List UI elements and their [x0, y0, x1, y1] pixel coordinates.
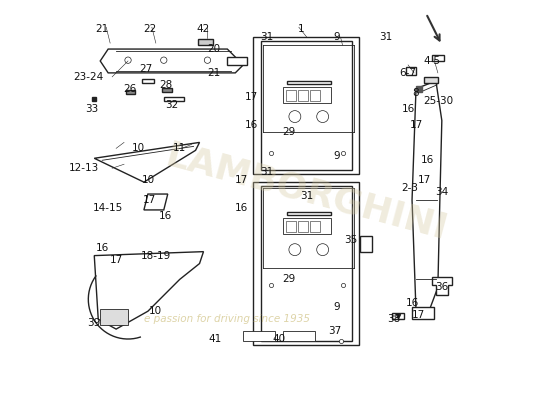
Text: 2-3: 2-3: [402, 183, 419, 193]
Bar: [286, 90, 296, 101]
Text: 34: 34: [435, 187, 448, 197]
Text: 9: 9: [333, 151, 340, 161]
Text: 41: 41: [209, 334, 222, 344]
Circle shape: [125, 57, 131, 63]
Text: 31: 31: [261, 32, 274, 42]
Circle shape: [289, 244, 301, 256]
Circle shape: [317, 244, 329, 256]
Text: 31: 31: [300, 191, 313, 201]
Polygon shape: [197, 39, 213, 45]
Polygon shape: [253, 182, 359, 345]
Text: 16: 16: [235, 203, 248, 213]
Polygon shape: [142, 79, 154, 83]
Text: 25-30: 25-30: [423, 96, 453, 106]
Text: 40: 40: [272, 334, 285, 344]
Polygon shape: [94, 142, 200, 182]
Text: 17: 17: [235, 175, 248, 185]
Text: 32: 32: [165, 100, 178, 110]
Polygon shape: [261, 41, 353, 170]
Text: 27: 27: [139, 64, 152, 74]
Text: 29: 29: [282, 274, 295, 284]
Text: 29: 29: [282, 128, 295, 138]
Circle shape: [204, 57, 211, 63]
Text: 31: 31: [261, 167, 274, 177]
Text: 10: 10: [141, 175, 155, 185]
Bar: [283, 87, 331, 103]
Polygon shape: [432, 278, 452, 295]
Polygon shape: [392, 313, 404, 319]
Bar: [100, 309, 128, 325]
Text: 6-7: 6-7: [399, 68, 416, 78]
Text: 9: 9: [333, 302, 340, 312]
Text: 39: 39: [87, 318, 101, 328]
Polygon shape: [287, 212, 331, 215]
Circle shape: [161, 57, 167, 63]
Text: 16: 16: [245, 120, 258, 130]
Text: 16: 16: [405, 298, 419, 308]
Circle shape: [317, 111, 329, 122]
Bar: [243, 331, 275, 341]
Text: 26: 26: [123, 84, 136, 94]
Text: 28: 28: [159, 80, 172, 90]
Bar: [310, 221, 320, 232]
Text: 17: 17: [245, 92, 258, 102]
Text: 22: 22: [143, 24, 157, 34]
Text: 42: 42: [197, 24, 210, 34]
Text: 12-13: 12-13: [69, 163, 100, 173]
Polygon shape: [144, 194, 168, 210]
Polygon shape: [406, 67, 416, 75]
Text: 33: 33: [86, 104, 99, 114]
Bar: [283, 331, 315, 341]
Text: 17: 17: [409, 120, 422, 130]
Text: 14-15: 14-15: [93, 203, 123, 213]
Polygon shape: [253, 37, 359, 174]
Polygon shape: [126, 90, 135, 94]
Circle shape: [289, 111, 301, 122]
Text: 16: 16: [96, 243, 109, 253]
Text: 10: 10: [149, 306, 162, 316]
Polygon shape: [412, 81, 442, 319]
Text: 31: 31: [379, 32, 393, 42]
Polygon shape: [164, 97, 184, 102]
Text: e passion for driving since 1935: e passion for driving since 1935: [144, 314, 310, 324]
Text: 4-5: 4-5: [424, 56, 441, 66]
Polygon shape: [424, 77, 438, 83]
Bar: [283, 218, 331, 234]
Text: 17: 17: [143, 195, 157, 205]
Text: 18-19: 18-19: [141, 251, 171, 261]
Text: 10: 10: [131, 143, 145, 153]
Text: 36: 36: [435, 282, 448, 292]
Bar: [310, 90, 320, 101]
Polygon shape: [261, 186, 353, 341]
Text: 11: 11: [173, 143, 186, 153]
Text: 8: 8: [412, 88, 419, 98]
Text: 9: 9: [333, 32, 340, 42]
Polygon shape: [162, 88, 172, 92]
Text: 16: 16: [159, 211, 172, 221]
Text: 37: 37: [328, 326, 341, 336]
Polygon shape: [227, 57, 247, 65]
Text: 23-24: 23-24: [73, 72, 103, 82]
Polygon shape: [287, 81, 331, 84]
Text: 21: 21: [207, 68, 220, 78]
Polygon shape: [360, 236, 372, 252]
Polygon shape: [412, 307, 434, 319]
Bar: [298, 221, 308, 232]
Text: 17: 17: [417, 175, 431, 185]
Polygon shape: [94, 252, 204, 329]
Bar: [286, 221, 296, 232]
Text: 16: 16: [402, 104, 415, 114]
Bar: [298, 90, 308, 101]
Text: 17: 17: [411, 310, 425, 320]
Text: 16: 16: [421, 155, 434, 165]
Text: 20: 20: [207, 44, 220, 54]
Text: 17: 17: [109, 254, 123, 264]
Text: 35: 35: [344, 235, 357, 245]
Text: 21: 21: [96, 24, 109, 34]
Text: 1: 1: [298, 24, 304, 34]
Polygon shape: [100, 49, 243, 73]
Polygon shape: [432, 55, 444, 61]
Text: 38: 38: [388, 314, 401, 324]
Text: LAMBORGHINI: LAMBORGHINI: [162, 138, 452, 246]
